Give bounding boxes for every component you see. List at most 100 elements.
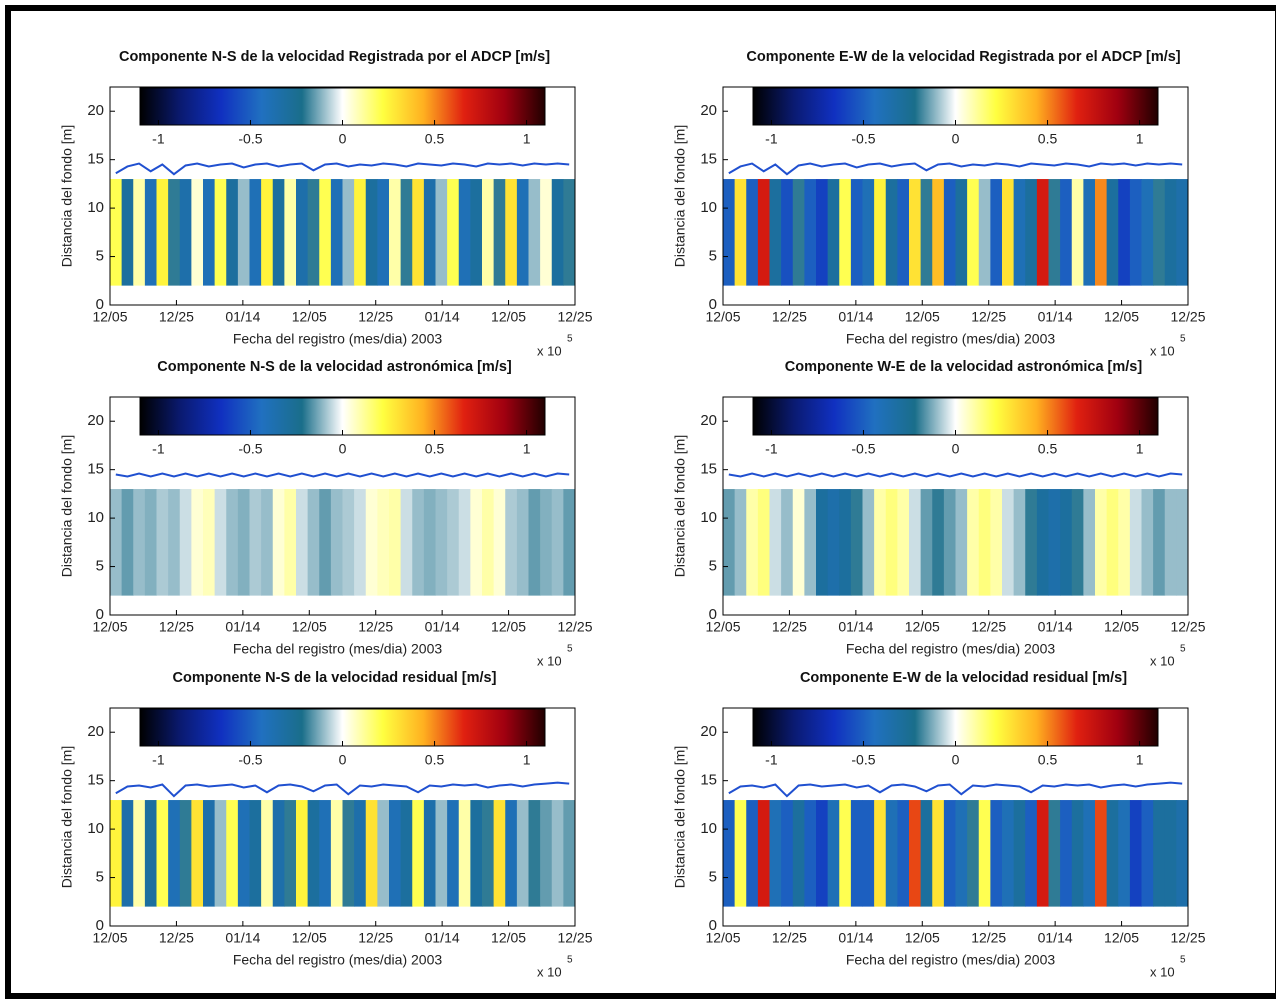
- heat-cell: [850, 179, 863, 286]
- heat-cell: [990, 800, 1003, 907]
- colorbar-tick-label: 0.5: [1038, 131, 1058, 147]
- colorbar: [139, 397, 546, 436]
- heat-cell: [781, 179, 794, 286]
- heat-cell: [261, 489, 274, 596]
- heat-cell: [746, 800, 759, 907]
- y-tick-label: 10: [87, 509, 104, 526]
- y-tick-label: 5: [96, 558, 104, 575]
- heat-cell: [757, 179, 770, 286]
- x-tick-label: 12/05: [905, 619, 940, 635]
- heat-cell: [909, 179, 922, 286]
- heat-cell: [792, 179, 805, 286]
- heat-cell: [885, 800, 898, 907]
- heat-cell: [400, 179, 413, 286]
- heat-cell: [885, 489, 898, 596]
- heat-cell: [1060, 800, 1073, 907]
- heat-cell: [990, 489, 1003, 596]
- chart-title: Componente N-S de la velocidad astronómi…: [157, 359, 512, 375]
- x-multiplier-exp: 5: [567, 334, 573, 345]
- heat-cell: [1176, 800, 1189, 907]
- heat-cell: [1048, 489, 1061, 596]
- x-tick-label: 12/05: [292, 930, 327, 946]
- heat-cell: [874, 489, 887, 596]
- heat-cell: [1164, 800, 1177, 907]
- y-tick-label: 20: [87, 102, 104, 119]
- heat-cell: [330, 179, 343, 286]
- colorbar-tick-label: -0.5: [238, 752, 262, 768]
- heat-cell: [121, 489, 134, 596]
- heat-cell: [1025, 489, 1038, 596]
- heat-cell: [978, 489, 991, 596]
- heat-cell: [133, 489, 146, 596]
- y-tick-label: 10: [700, 199, 717, 216]
- heat-cell: [734, 800, 747, 907]
- colorbar-tick-label: -0.5: [851, 441, 875, 457]
- colorbar-tick-label: 1: [523, 441, 531, 457]
- x-tick-label: 12/25: [358, 619, 393, 635]
- x-tick-label: 12/25: [1170, 309, 1205, 325]
- heat-cell: [354, 800, 367, 907]
- x-tick-label: 12/25: [971, 619, 1006, 635]
- x-tick-label: 01/14: [425, 309, 460, 325]
- heat-cell: [389, 800, 402, 907]
- heat-cell: [1036, 179, 1049, 286]
- heat-cell: [470, 489, 483, 596]
- colorbar: [139, 708, 546, 747]
- heat-cell: [284, 800, 297, 907]
- heat-cell: [237, 179, 250, 286]
- heat-cell: [458, 179, 471, 286]
- surface-line: [728, 472, 1183, 478]
- heat-cell: [237, 489, 250, 596]
- heat-cell: [909, 800, 922, 907]
- y-tick-label: 20: [700, 723, 717, 740]
- heat-cell: [551, 489, 564, 596]
- heat-cell: [850, 489, 863, 596]
- colorbar: [139, 87, 546, 126]
- colorbar-tick-label: 0: [952, 441, 960, 457]
- chart-title: Componente W-E de la velocidad astronómi…: [785, 359, 1143, 375]
- colorbar-tick-label: 0.5: [1038, 441, 1058, 457]
- heat-cell: [249, 179, 262, 286]
- heat-cell: [827, 489, 840, 596]
- colorbar: [752, 87, 1159, 126]
- heat-cell: [365, 179, 378, 286]
- colorbar-tick-label: 0.5: [425, 752, 445, 768]
- heat-cell: [920, 179, 933, 286]
- y-tick-label: 10: [700, 509, 717, 526]
- heat-cell: [493, 800, 506, 907]
- chart-title: Componente N-S de la velocidad Registrad…: [119, 49, 550, 65]
- heat-cell: [1118, 489, 1131, 596]
- heat-cell: [540, 489, 553, 596]
- y-tick-label: 0: [709, 296, 717, 313]
- y-tick-label: 5: [709, 869, 717, 886]
- heat-cell: [734, 489, 747, 596]
- heat-cell: [482, 179, 495, 286]
- heat-cell: [1153, 489, 1166, 596]
- heat-cell: [354, 179, 367, 286]
- heat-cell: [261, 800, 274, 907]
- axes: [722, 707, 1189, 927]
- heat-cell: [967, 800, 980, 907]
- heat-cell: [1141, 800, 1154, 907]
- heat-cell: [284, 489, 297, 596]
- heat-cell: [1176, 179, 1189, 286]
- heat-cell: [389, 489, 402, 596]
- colorbar-tick-label: -1: [765, 441, 778, 457]
- heat-cell: [1083, 489, 1096, 596]
- heat-cell: [920, 489, 933, 596]
- heat-cell: [528, 179, 541, 286]
- surface-line: [728, 162, 1183, 176]
- x-multiplier-exp: 5: [567, 955, 573, 966]
- x-multiplier: x 10: [537, 653, 562, 668]
- colorbar-tick-label: -1: [152, 131, 165, 147]
- heat-cell: [874, 179, 887, 286]
- heat-cell: [168, 800, 181, 907]
- surface-line: [115, 781, 570, 798]
- heat-cell: [203, 489, 216, 596]
- y-tick-label: 20: [87, 412, 104, 429]
- heat-cell: [757, 800, 770, 907]
- heat-cell: [723, 179, 736, 286]
- heat-cell: [214, 489, 227, 596]
- heat-cell: [319, 179, 332, 286]
- heat-cell: [168, 489, 181, 596]
